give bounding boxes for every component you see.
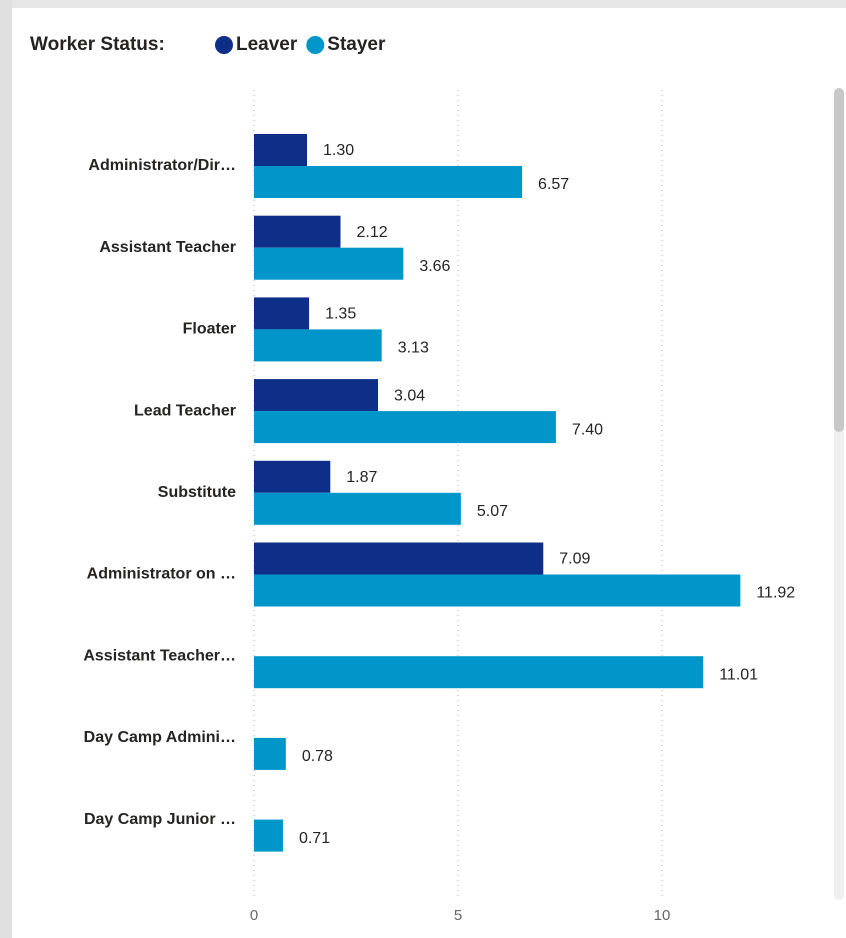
bar xyxy=(254,542,544,575)
y-tick-label: Day Camp Junior … xyxy=(84,811,236,828)
y-tick-label: Assistant Teacher… xyxy=(83,647,236,664)
y-tick-label: Administrator on … xyxy=(87,566,236,583)
x-tick-label: 5 xyxy=(454,907,462,924)
bar xyxy=(254,460,331,493)
bar xyxy=(254,134,308,166)
bar xyxy=(254,215,341,248)
data-label: 3.04 xyxy=(394,387,425,404)
bar xyxy=(254,297,310,330)
data-label: 11.01 xyxy=(719,666,758,683)
bar xyxy=(254,329,382,362)
data-label: 1.35 xyxy=(325,306,356,323)
y-tick-label: Assistant Teacher xyxy=(99,239,236,256)
y-tick-label: Substitute xyxy=(158,484,236,501)
y-tick-label: Day Camp Admini… xyxy=(84,729,236,746)
top-band xyxy=(0,0,846,8)
x-tick-label: 10 xyxy=(654,907,671,924)
bar xyxy=(254,492,461,525)
bar xyxy=(254,166,523,198)
legend-title: Worker Status: xyxy=(30,34,165,55)
y-tick-label: Administrator/Dir… xyxy=(88,157,236,174)
data-label: 0.71 xyxy=(299,830,330,847)
legend: Leaver Stayer xyxy=(215,34,386,55)
legend-label: Leaver xyxy=(236,34,298,55)
data-label: 7.09 xyxy=(559,551,590,568)
data-label: 1.87 xyxy=(346,469,377,486)
x-tick-label: 0 xyxy=(250,907,258,924)
data-label: 11.92 xyxy=(756,585,795,602)
bar xyxy=(254,247,404,280)
legend-marker xyxy=(215,36,233,54)
data-label: 3.13 xyxy=(398,340,429,357)
bar xyxy=(254,656,704,689)
data-label: 5.07 xyxy=(477,503,508,520)
left-band xyxy=(0,0,12,938)
data-label: 7.40 xyxy=(572,421,603,438)
data-label: 2.12 xyxy=(356,224,387,241)
data-label: 6.57 xyxy=(538,176,569,193)
bar xyxy=(254,379,379,412)
data-label: 0.78 xyxy=(302,748,333,765)
bar xyxy=(254,411,556,444)
scrollbar-thumb[interactable] xyxy=(834,88,844,432)
legend-marker xyxy=(306,36,325,54)
data-label: 1.30 xyxy=(323,142,354,159)
legend-label: Stayer xyxy=(327,34,386,55)
data-label: 3.66 xyxy=(419,258,450,275)
bar xyxy=(254,574,741,607)
y-tick-label: Floater xyxy=(183,321,236,338)
y-tick-label: Lead Teacher xyxy=(134,402,236,419)
bar xyxy=(254,737,286,770)
bar xyxy=(254,819,283,852)
